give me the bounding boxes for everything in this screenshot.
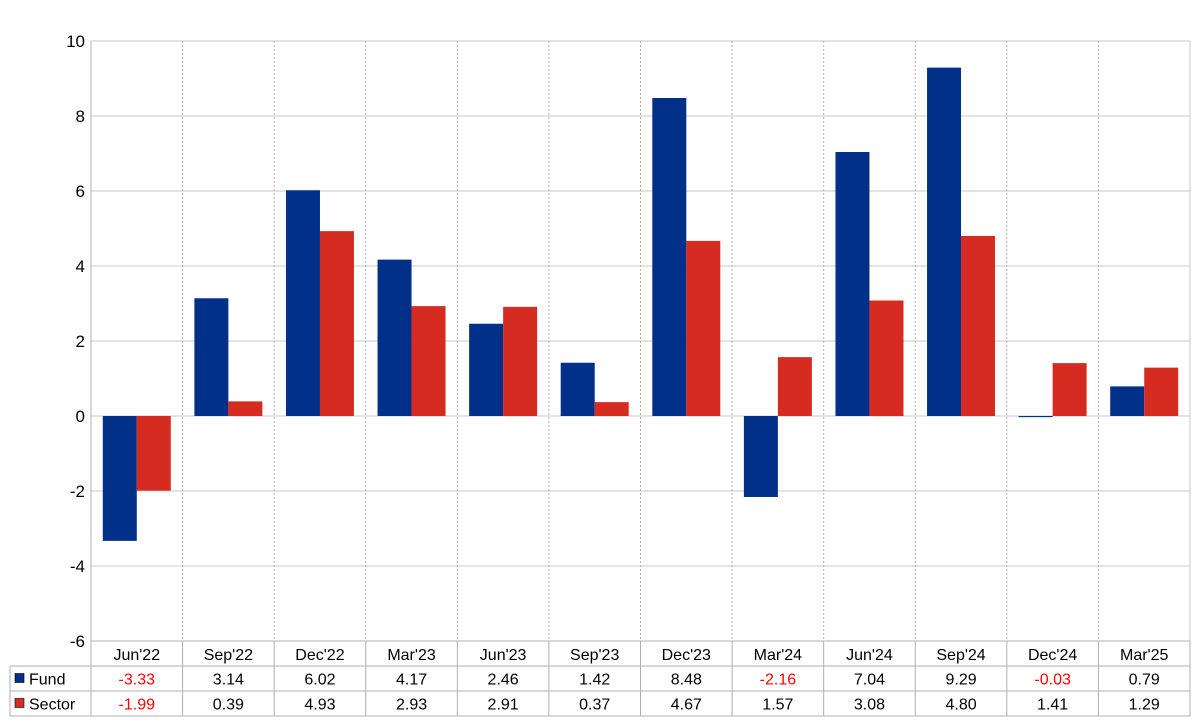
x-tick-label: Sep'22 bbox=[204, 647, 253, 664]
data-label-sector: -1.99 bbox=[119, 697, 156, 714]
bar-fund bbox=[194, 298, 229, 416]
data-label-sector: 1.57 bbox=[762, 697, 793, 714]
data-label-sector: 2.93 bbox=[396, 697, 427, 714]
bar-sector bbox=[777, 357, 812, 416]
bar-sector bbox=[961, 236, 996, 416]
x-tick-label: Dec'23 bbox=[662, 647, 711, 664]
data-label-sector: 1.29 bbox=[1129, 697, 1160, 714]
data-label-fund: 1.42 bbox=[579, 672, 610, 689]
data-label-fund: 6.02 bbox=[304, 672, 335, 689]
x-tick-label: Sep'23 bbox=[570, 647, 619, 664]
y-tick-label: 8 bbox=[76, 107, 85, 126]
data-label-fund: 2.46 bbox=[488, 672, 519, 689]
legend-swatch-fund bbox=[14, 673, 25, 683]
bar-fund bbox=[652, 98, 687, 416]
bar-fund bbox=[469, 323, 504, 416]
x-tick-label: Mar'23 bbox=[387, 647, 436, 664]
data-label-fund: -2.16 bbox=[760, 672, 797, 689]
data-label-sector: 1.41 bbox=[1037, 697, 1068, 714]
y-tick-label: 0 bbox=[76, 407, 85, 426]
x-tick-label: Jun'22 bbox=[113, 647, 160, 664]
legend-label-fund: Fund bbox=[29, 672, 65, 689]
bar-fund bbox=[285, 190, 320, 416]
bar-sector bbox=[594, 402, 629, 416]
x-tick-label: Mar'24 bbox=[754, 647, 803, 664]
data-label-sector: 0.39 bbox=[213, 697, 244, 714]
data-label-fund: -0.03 bbox=[1034, 672, 1071, 689]
data-label-sector: 4.93 bbox=[304, 697, 335, 714]
data-label-fund: -3.33 bbox=[119, 672, 156, 689]
bar-fund bbox=[1018, 416, 1053, 418]
legend-swatch-sector bbox=[14, 698, 25, 708]
x-tick-label: Jun'23 bbox=[480, 647, 527, 664]
bar-fund bbox=[102, 416, 137, 541]
x-tick-label: Sep'24 bbox=[936, 647, 985, 664]
y-axis: -6 -4 -2 0 2 4 6 8 10 bbox=[66, 32, 85, 651]
y-tick-label: 4 bbox=[76, 257, 85, 276]
bar-fund bbox=[377, 259, 412, 416]
bar-sector bbox=[228, 401, 263, 416]
bar-sector bbox=[869, 300, 904, 416]
legend-label-sector: Sector bbox=[29, 697, 76, 714]
bar-sector bbox=[136, 416, 171, 491]
data-label-fund: 3.14 bbox=[213, 672, 244, 689]
y-tick-label: 10 bbox=[66, 32, 85, 51]
bar-sector bbox=[503, 306, 538, 416]
data-label-sector: 0.37 bbox=[579, 697, 610, 714]
x-tick-label: Dec'24 bbox=[1028, 647, 1077, 664]
data-table: Jun'22 Sep'22 Dec'22 Mar'23 Jun'23 Sep'23 Dec'… bbox=[9, 640, 1191, 717]
y-tick-label: -6 bbox=[70, 632, 85, 651]
x-tick-label: Dec'22 bbox=[295, 647, 344, 664]
bar-fund bbox=[1110, 386, 1145, 416]
bar-sector bbox=[1052, 363, 1087, 416]
data-label-sector: 4.67 bbox=[671, 697, 702, 714]
bar-fund bbox=[560, 362, 595, 416]
bar-sector bbox=[1144, 367, 1179, 416]
bar-fund bbox=[835, 152, 870, 416]
x-tick-label: Jun'24 bbox=[846, 647, 893, 664]
bar-sector bbox=[319, 231, 354, 416]
bar-fund bbox=[743, 416, 778, 497]
x-tick-label: Mar'25 bbox=[1120, 647, 1169, 664]
y-tick-label: -4 bbox=[70, 557, 85, 576]
bars bbox=[102, 67, 1179, 541]
bar-fund bbox=[927, 67, 962, 416]
data-label-sector: 2.91 bbox=[488, 697, 519, 714]
data-label-fund: 4.17 bbox=[396, 672, 427, 689]
bar-sector bbox=[686, 240, 721, 416]
bar-sector bbox=[411, 306, 446, 416]
data-label-fund: 8.48 bbox=[671, 672, 702, 689]
y-tick-label: 2 bbox=[76, 332, 85, 351]
gridlines bbox=[90, 40, 1191, 642]
data-label-sector: 4.80 bbox=[945, 697, 976, 714]
data-label-fund: 9.29 bbox=[945, 672, 976, 689]
data-label-sector: 3.08 bbox=[854, 697, 885, 714]
y-tick-label: -2 bbox=[70, 482, 85, 501]
y-tick-label: 6 bbox=[76, 182, 85, 201]
data-label-fund: 7.04 bbox=[854, 672, 885, 689]
data-label-fund: 0.79 bbox=[1129, 672, 1160, 689]
